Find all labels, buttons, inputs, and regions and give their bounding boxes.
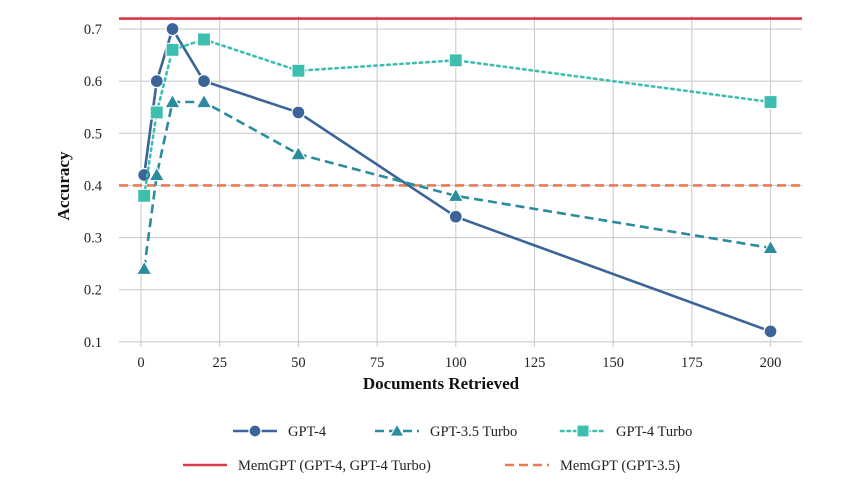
y-tick-label: 0.5 — [84, 126, 102, 142]
legend-label: GPT-4 — [288, 424, 327, 440]
legend-item: MemGPT (GPT-4, GPT-4 Turbo) — [183, 458, 431, 474]
data-point — [448, 209, 463, 224]
tick-labels: 0 25 50 75 100 125 150 175 200 0.1 0.2 0.3 0.4 0.5 0.6… — [84, 22, 782, 371]
y-tick-label: 0.3 — [84, 231, 102, 247]
series-gpt-4-turbo — [137, 32, 778, 203]
x-tick-label: 200 — [760, 355, 782, 371]
data-point — [165, 42, 180, 57]
data-point — [135, 260, 153, 275]
legend-label: GPT-3.5 Turbo — [430, 424, 517, 440]
x-tick-label: 175 — [681, 355, 703, 371]
data-point — [248, 424, 262, 438]
series-gpt-4 — [137, 21, 778, 339]
legend-item: GPT-4 Turbo — [559, 424, 692, 440]
y-tick-label: 0.1 — [84, 335, 102, 351]
legend-label: MemGPT (GPT-3.5) — [560, 458, 680, 474]
x-tick-label: 25 — [212, 355, 227, 371]
legend-item: GPT-4 — [233, 424, 327, 440]
data-point — [763, 324, 778, 339]
legend-item: MemGPT (GPT-3.5) — [505, 458, 680, 474]
data-series — [135, 21, 779, 339]
y-tick-label: 0.6 — [84, 74, 102, 90]
y-tick-label: 0.7 — [84, 22, 102, 38]
data-point — [196, 32, 212, 47]
series-line — [142, 27, 771, 333]
data-point — [448, 53, 463, 68]
y-tick-label: 0.2 — [84, 283, 102, 299]
series-gpt-3-5-turbo — [135, 93, 779, 275]
data-point — [195, 93, 213, 109]
legend-label: GPT-4 Turbo — [616, 424, 692, 440]
data-point — [389, 422, 405, 437]
x-tick-label: 100 — [445, 355, 467, 371]
y-tick-label: 0.4 — [84, 178, 103, 194]
x-tick-label: 50 — [291, 355, 306, 371]
x-axis-title: Documents Retrieved — [363, 374, 520, 393]
legend-label: MemGPT (GPT-4, GPT-4 Turbo) — [238, 458, 431, 474]
x-tick-label: 150 — [602, 355, 624, 371]
data-point — [196, 74, 212, 89]
data-point — [137, 188, 152, 203]
y-axis-title: Accuracy — [54, 151, 73, 220]
legend: GPT-4 GPT-3.5 Turbo GPT-4 Turbo MemGPT (GPT… — [183, 422, 692, 474]
data-point — [149, 105, 164, 120]
data-point — [447, 187, 465, 202]
reference-lines — [119, 17, 802, 187]
data-point — [763, 94, 778, 110]
data-point — [148, 166, 166, 182]
data-point — [576, 424, 590, 438]
data-point — [289, 145, 307, 161]
x-tick-label: 125 — [524, 355, 546, 371]
legend-item: GPT-3.5 Turbo — [375, 422, 517, 440]
data-point — [291, 105, 306, 120]
data-point — [762, 239, 779, 255]
data-point — [137, 167, 152, 183]
x-tick-label: 75 — [370, 355, 385, 371]
data-point — [164, 93, 181, 109]
data-point — [165, 21, 180, 37]
data-point — [291, 63, 306, 78]
data-point — [149, 74, 164, 89]
x-tick-label: 0 — [137, 355, 144, 371]
